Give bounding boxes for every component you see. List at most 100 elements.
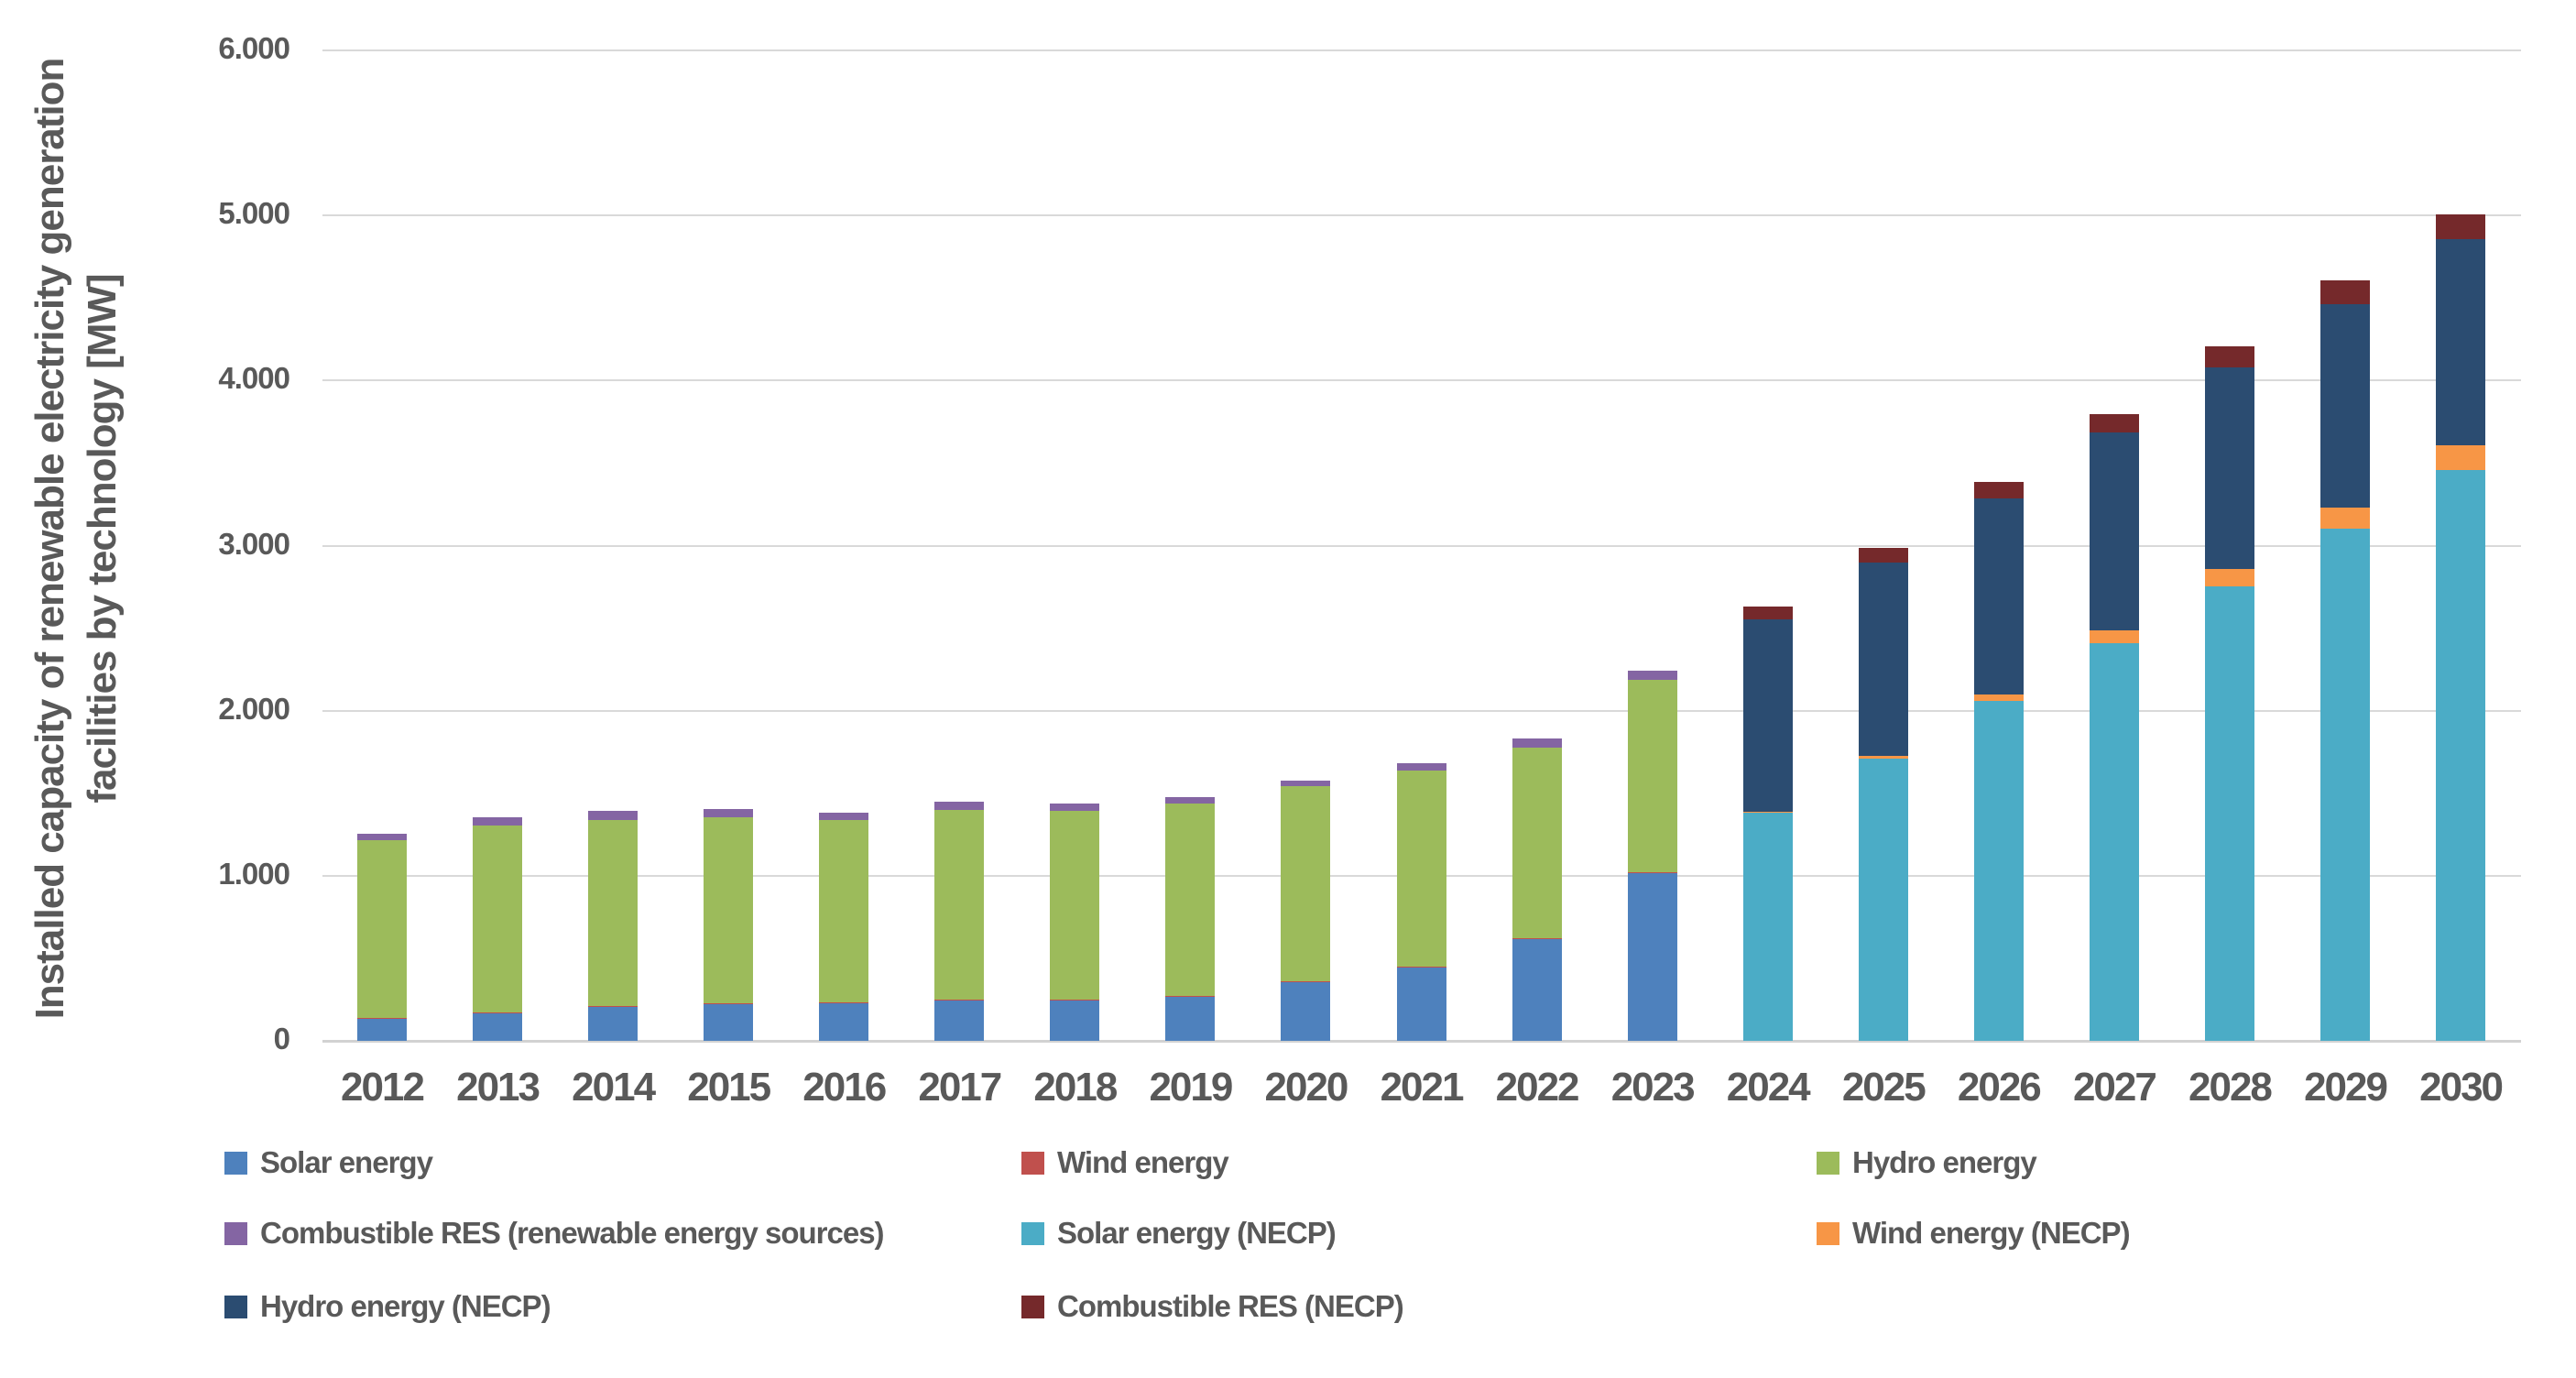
bar-segment-2030-combustible-res-necp — [2436, 213, 2486, 240]
bar-segment-2023-wind-energy — [1627, 872, 1677, 873]
x-tick-label-2013: 2013 — [456, 1065, 540, 1110]
bar-segment-2030-wind-energy-necp — [2436, 444, 2486, 470]
bar-segment-2014-hydro-energy — [588, 819, 639, 1006]
bar-segment-2019-hydro-energy — [1165, 803, 1216, 996]
bar-segment-2022-hydro-energy — [1512, 747, 1562, 939]
legend-item-wind-energy: Wind energy — [1021, 1145, 1229, 1179]
bar-segment-2029-wind-energy-necp — [2320, 508, 2371, 530]
legend-swatch-icon — [1021, 1295, 1044, 1318]
x-tick-label-2027: 2027 — [2072, 1065, 2157, 1110]
x-tick-label-2017: 2017 — [918, 1065, 1002, 1110]
bar-segment-2017-wind-energy — [934, 1000, 985, 1001]
bar-segment-2023-solar-energy — [1627, 872, 1677, 1041]
bar-segment-2016-hydro-energy — [819, 820, 869, 1003]
legend-swatch-icon — [224, 1221, 247, 1245]
bar-segment-2020-solar-energy — [1281, 982, 1331, 1041]
bar-segment-2028-solar-energy-necp — [2204, 585, 2254, 1041]
legend-label: Solar energy (NECP) — [1057, 1216, 1337, 1250]
legend-label: Wind energy (NECP) — [1852, 1216, 2131, 1250]
x-tick-label-2016: 2016 — [802, 1065, 887, 1110]
y-tick-label-5000: 5.000 — [218, 196, 290, 231]
bar-segment-2018-solar-energy — [1050, 1001, 1100, 1041]
bar-segment-2013-combustible-res-renewable-energy-sources — [473, 817, 523, 826]
bar-segment-2016-combustible-res-renewable-energy-sources — [819, 813, 869, 821]
bar-segment-2027-wind-energy-necp — [2089, 630, 2139, 643]
x-tick-label-2028: 2028 — [2189, 1065, 2273, 1110]
bar-segment-2025-hydro-energy-necp — [1858, 562, 1908, 757]
y-tick-label-0: 0 — [273, 1022, 290, 1055]
legend-item-combustible-res-necp: Combustible RES (NECP) — [1021, 1289, 1404, 1323]
bar-segment-2013-hydro-energy — [473, 825, 523, 1013]
bar-segment-2020-wind-energy — [1281, 981, 1331, 983]
gridline-0 — [322, 1040, 2521, 1043]
x-tick-label-2025: 2025 — [1841, 1065, 1927, 1110]
y-tick-label-2000: 2.000 — [218, 691, 290, 726]
bar-segment-2026-wind-energy-necp — [1973, 694, 2024, 701]
y-tick-label-6000: 6.000 — [218, 31, 290, 65]
gridline-3000 — [322, 544, 2521, 547]
bar-segment-2021-wind-energy — [1396, 966, 1446, 968]
legend-swatch-icon — [224, 1151, 247, 1175]
legend-label: Hydro energy (NECP) — [260, 1289, 551, 1323]
bar-segment-2023-combustible-res-renewable-energy-sources — [1627, 671, 1677, 681]
bar-segment-2026-hydro-energy-necp — [1973, 498, 2024, 694]
x-tick-label-2023: 2023 — [1610, 1065, 1696, 1110]
bar-segment-2020-hydro-energy — [1281, 786, 1331, 982]
legend-label: Combustible RES (NECP) — [1057, 1289, 1404, 1323]
bar-segment-2013-solar-energy — [473, 1012, 523, 1041]
bar-segment-2018-combustible-res-renewable-energy-sources — [1050, 803, 1100, 812]
bar-segment-2027-hydro-energy-necp — [2089, 432, 2139, 631]
bar-segment-2029-hydro-energy-necp — [2320, 303, 2371, 509]
x-tick-label-2018: 2018 — [1033, 1065, 1118, 1110]
bar-segment-2012-hydro-energy — [357, 840, 407, 1019]
bar-segment-2018-hydro-energy — [1050, 811, 1100, 1001]
bar-segment-2029-solar-energy-necp — [2320, 529, 2371, 1041]
bar-segment-2025-solar-energy-necp — [1858, 758, 1908, 1041]
bar-segment-2020-combustible-res-renewable-energy-sources — [1281, 781, 1331, 787]
gridline-5000 — [322, 214, 2521, 217]
legend-label: Combustible RES (renewable energy source… — [260, 1216, 885, 1250]
gridline-4000 — [322, 379, 2521, 382]
x-tick-label-2020: 2020 — [1264, 1065, 1349, 1110]
bar-segment-2025-wind-energy-necp — [1858, 756, 1908, 759]
bar-segment-2026-combustible-res-necp — [1973, 482, 2024, 499]
bar-segment-2025-combustible-res-necp — [1858, 547, 1908, 563]
bar-segment-2019-solar-energy — [1165, 996, 1216, 1041]
bar-segment-2012-wind-energy — [357, 1018, 407, 1020]
bar-segment-2021-combustible-res-renewable-energy-sources — [1396, 762, 1446, 771]
legend-swatch-icon — [1817, 1221, 1839, 1245]
bar-segment-2024-hydro-energy-necp — [1742, 618, 1793, 813]
bar-segment-2027-solar-energy-necp — [2089, 642, 2139, 1041]
x-tick-label-2014: 2014 — [572, 1065, 656, 1110]
bar-segment-2028-wind-energy-necp — [2204, 568, 2254, 586]
x-tick-label-2022: 2022 — [1495, 1065, 1580, 1110]
bar-segment-2014-solar-energy — [588, 1006, 639, 1041]
bar-segment-2016-wind-energy — [819, 1002, 869, 1003]
bar-segment-2029-combustible-res-necp — [2320, 280, 2371, 304]
bar-segment-2022-solar-energy — [1512, 939, 1562, 1041]
x-tick-label-2026: 2026 — [1957, 1065, 2042, 1110]
legend-item-hydro-energy: Hydro energy — [1817, 1145, 2037, 1179]
bar-segment-2016-solar-energy — [819, 1002, 869, 1041]
gridline-2000 — [322, 709, 2521, 712]
bar-segment-2017-combustible-res-renewable-energy-sources — [934, 801, 985, 810]
bar-segment-2021-hydro-energy — [1396, 770, 1446, 967]
bar-segment-2022-combustible-res-renewable-energy-sources — [1512, 738, 1562, 748]
x-tick-label-2021: 2021 — [1380, 1065, 1465, 1110]
legend-swatch-icon — [1021, 1151, 1044, 1175]
x-tick-label-2015: 2015 — [687, 1065, 771, 1110]
legend-swatch-icon — [224, 1295, 247, 1318]
bar-segment-2024-solar-energy-necp — [1742, 813, 1793, 1041]
bar-segment-2026-solar-energy-necp — [1973, 700, 2024, 1041]
bar-segment-2012-solar-energy — [357, 1019, 407, 1041]
bar-segment-2027-combustible-res-necp — [2089, 413, 2139, 433]
bar-segment-2022-wind-energy — [1512, 938, 1562, 939]
legend-label: Solar energy — [260, 1145, 433, 1179]
x-tick-label-2019: 2019 — [1149, 1065, 1233, 1110]
x-tick-label-2030: 2030 — [2419, 1065, 2504, 1110]
bar-segment-2015-hydro-energy — [704, 817, 754, 1004]
bar-segment-2015-combustible-res-renewable-energy-sources — [704, 809, 754, 818]
legend-swatch-icon — [1817, 1151, 1839, 1175]
bar-segment-2017-hydro-energy — [934, 809, 985, 1001]
